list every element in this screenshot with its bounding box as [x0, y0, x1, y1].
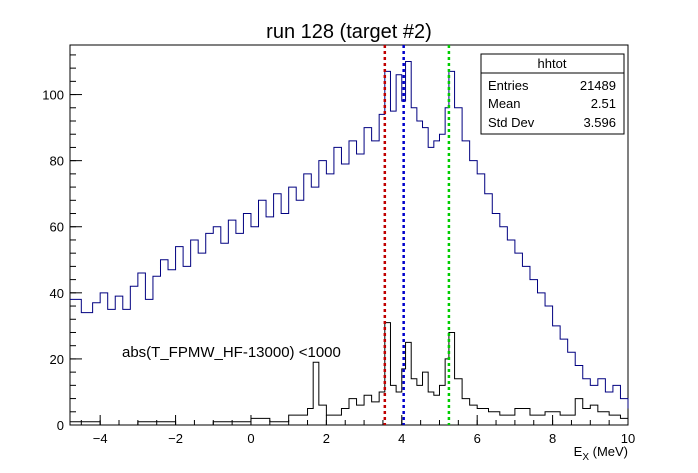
stats-entries-value: 21489 [580, 78, 616, 93]
x-tick-label: 0 [247, 431, 254, 446]
stats-box: hhtot Entries 21489 Mean 2.51 Std Dev 3.… [480, 53, 625, 135]
chart-title: run 128 (target #2) [266, 21, 432, 43]
x-axis-title-unit: (MeV) [589, 444, 628, 459]
x-tick-label: −2 [168, 431, 183, 446]
y-tick-label: 40 [50, 286, 64, 301]
reference-lines [383, 45, 451, 425]
y-tick-label: 0 [57, 418, 64, 433]
y-tick-label: 80 [50, 154, 64, 169]
plot-frame [69, 44, 629, 426]
stats-title: hhtot [538, 56, 567, 71]
x-axis-title: EX (MeV) [574, 444, 628, 463]
x-axis: −4 −2 0 2 4 6 8 10 [80, 415, 635, 446]
cut-annotation: abs(T_FPMW_HF-13000) <1000 [122, 344, 341, 361]
x-tick-label: −4 [93, 431, 108, 446]
histogram-line-1 [70, 61, 629, 409]
x-tick-label: 4 [398, 431, 405, 446]
x-axis-title-main: E [574, 444, 583, 459]
x-tick-label: 10 [621, 431, 635, 446]
x-tick-label: 2 [323, 431, 330, 446]
y-tick-label: 60 [50, 220, 64, 235]
histogram-line-2 [70, 322, 629, 426]
y-tick-label: 100 [42, 88, 64, 103]
stats-mean-label: Mean [488, 96, 521, 111]
stats-mean-value: 2.51 [591, 96, 616, 111]
stats-stddev-value: 3.596 [583, 115, 616, 130]
x-tick-label: 8 [549, 431, 556, 446]
x-axis-title-sub: X [582, 452, 589, 463]
stats-entries-label: Entries [488, 78, 529, 93]
x-tick-label: 6 [474, 431, 481, 446]
y-tick-label: 20 [50, 352, 64, 367]
y-axis: 0 20 40 60 80 100 [42, 54, 82, 433]
histogram-series [70, 61, 629, 426]
stats-stddev-label: Std Dev [488, 115, 535, 130]
